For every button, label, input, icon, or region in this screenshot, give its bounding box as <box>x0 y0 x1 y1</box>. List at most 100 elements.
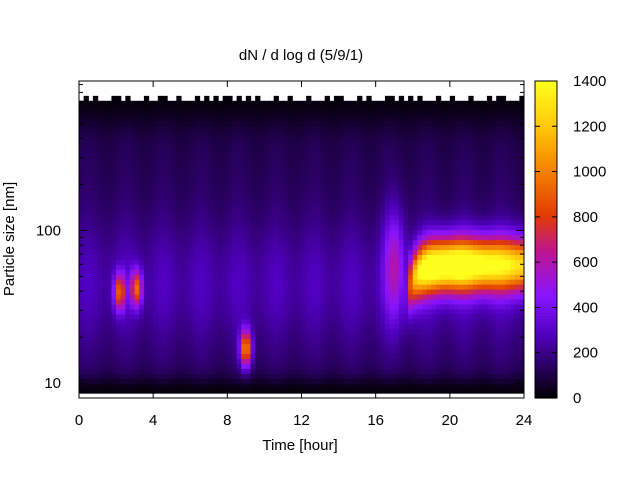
heatmap-cell <box>329 298 335 305</box>
heatmap-cell <box>213 140 219 146</box>
heatmap-cell <box>190 264 196 270</box>
heatmap-cell <box>278 135 284 142</box>
heatmap-cell <box>389 348 395 355</box>
heatmap-cell <box>366 140 372 146</box>
heatmap-cell <box>403 333 409 340</box>
heatmap-cell <box>320 194 326 201</box>
heatmap-cell <box>357 318 363 325</box>
heatmap-cell <box>116 175 122 181</box>
heatmap-cell <box>190 185 196 191</box>
heatmap-cell <box>153 274 159 280</box>
heatmap-cell <box>92 239 99 246</box>
heatmap-cell <box>213 264 219 270</box>
heatmap-cell <box>463 353 469 359</box>
heatmap-cell <box>269 130 275 137</box>
heatmap-cell <box>440 318 446 325</box>
heatmap-cell <box>454 353 460 359</box>
heatmap-cell <box>343 333 349 340</box>
heatmap-cell <box>389 279 395 285</box>
heatmap-cell <box>134 150 140 156</box>
heatmap-cell <box>236 95 242 102</box>
heatmap-cell <box>403 175 409 181</box>
heatmap-cell <box>185 358 191 364</box>
heatmap-cell <box>255 165 261 171</box>
heatmap-cell <box>278 293 284 300</box>
heatmap-cell <box>440 239 446 246</box>
heatmap-cell <box>320 308 326 315</box>
heatmap-cell <box>320 185 326 191</box>
heatmap-cell <box>389 185 395 191</box>
heatmap-cell <box>162 313 168 320</box>
heatmap-cell <box>306 373 312 379</box>
heatmap-cell <box>218 323 224 330</box>
heatmap-cell <box>333 383 340 389</box>
heatmap-cell <box>129 373 136 379</box>
heatmap-cell <box>97 323 103 330</box>
heatmap-cell <box>213 115 219 122</box>
heatmap-cell <box>366 115 372 122</box>
heatmap-cell <box>463 383 469 389</box>
heatmap-cell <box>204 160 210 166</box>
heatmap-cell <box>264 343 270 350</box>
heatmap-cell <box>366 204 372 211</box>
heatmap-cell <box>278 289 284 295</box>
heatmap-cell <box>287 323 293 330</box>
heatmap-cell <box>375 140 381 146</box>
heatmap-cell <box>398 333 405 340</box>
heatmap-cell <box>333 358 340 364</box>
heatmap-cell <box>102 209 108 216</box>
heatmap-cell <box>412 353 418 359</box>
heatmap-cell <box>102 284 108 290</box>
heatmap-cell <box>324 199 330 206</box>
heatmap-cell <box>435 343 442 350</box>
heatmap-cell <box>440 338 446 345</box>
heatmap-cell <box>347 313 354 320</box>
heatmap-cell <box>185 180 191 186</box>
heatmap-cell <box>204 95 210 102</box>
heatmap-cell <box>227 348 233 355</box>
heatmap-cell <box>264 293 270 300</box>
heatmap-cell <box>310 383 317 389</box>
heatmap-cell <box>167 289 173 295</box>
heatmap-cell <box>389 254 395 260</box>
heatmap-cell <box>125 234 131 241</box>
heatmap-cell <box>83 378 89 384</box>
heatmap-cell <box>111 348 117 355</box>
heatmap-cell <box>389 373 395 379</box>
heatmap-cell <box>417 224 423 231</box>
heatmap-cell <box>380 194 386 201</box>
heatmap-cell <box>241 318 247 325</box>
heatmap-cell <box>338 140 344 146</box>
heatmap-cell <box>412 249 418 255</box>
heatmap-cell <box>204 110 210 117</box>
heatmap-cell <box>320 175 326 181</box>
heatmap-cell <box>190 308 196 315</box>
heatmap-cell <box>167 298 173 305</box>
heatmap-cell <box>255 189 261 196</box>
heatmap-cell <box>440 165 446 171</box>
heatmap-cell <box>185 328 191 335</box>
heatmap-cell <box>408 373 414 379</box>
heatmap-cell <box>199 254 205 260</box>
heatmap-cell <box>454 259 460 265</box>
heatmap-cell <box>204 348 210 355</box>
heatmap-cell <box>176 120 182 127</box>
heatmap-cell <box>329 145 335 151</box>
heatmap-cell <box>431 135 437 142</box>
heatmap-cell <box>231 239 238 246</box>
heatmap-cell <box>394 160 400 166</box>
heatmap-cell <box>102 298 108 305</box>
heatmap-cell <box>338 353 344 359</box>
heatmap-cell <box>213 343 219 350</box>
heatmap-cell <box>273 303 279 310</box>
heatmap-cell <box>153 308 159 315</box>
heatmap-cell <box>375 209 381 216</box>
heatmap-cell <box>371 353 377 359</box>
heatmap-cell <box>222 373 228 379</box>
heatmap-cell <box>301 308 307 315</box>
heatmap-cell <box>417 274 423 280</box>
heatmap-cell <box>398 338 405 345</box>
heatmap-cell <box>287 328 293 335</box>
heatmap-cell <box>162 185 168 191</box>
heatmap-cell <box>222 219 228 226</box>
